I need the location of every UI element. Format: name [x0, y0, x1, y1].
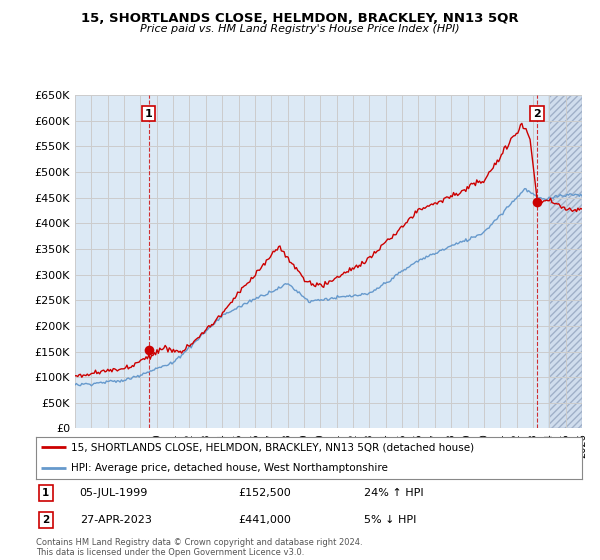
- Text: Contains HM Land Registry data © Crown copyright and database right 2024.
This d: Contains HM Land Registry data © Crown c…: [36, 538, 362, 557]
- Text: Price paid vs. HM Land Registry's House Price Index (HPI): Price paid vs. HM Land Registry's House …: [140, 24, 460, 34]
- Text: 1: 1: [42, 488, 49, 498]
- Text: £152,500: £152,500: [238, 488, 291, 498]
- Text: 15, SHORTLANDS CLOSE, HELMDON, BRACKLEY, NN13 5QR: 15, SHORTLANDS CLOSE, HELMDON, BRACKLEY,…: [81, 12, 519, 25]
- Text: 5% ↓ HPI: 5% ↓ HPI: [364, 515, 416, 525]
- Text: 05-JUL-1999: 05-JUL-1999: [80, 488, 148, 498]
- Text: 27-APR-2023: 27-APR-2023: [80, 515, 152, 525]
- Text: HPI: Average price, detached house, West Northamptonshire: HPI: Average price, detached house, West…: [71, 463, 388, 473]
- Text: 24% ↑ HPI: 24% ↑ HPI: [364, 488, 423, 498]
- Text: 2: 2: [533, 109, 541, 119]
- Bar: [549, 95, 582, 428]
- Bar: [549, 95, 582, 428]
- Text: £441,000: £441,000: [238, 515, 291, 525]
- Text: 15, SHORTLANDS CLOSE, HELMDON, BRACKLEY, NN13 5QR (detached house): 15, SHORTLANDS CLOSE, HELMDON, BRACKLEY,…: [71, 442, 475, 452]
- Text: 1: 1: [145, 109, 152, 119]
- Text: 2: 2: [42, 515, 49, 525]
